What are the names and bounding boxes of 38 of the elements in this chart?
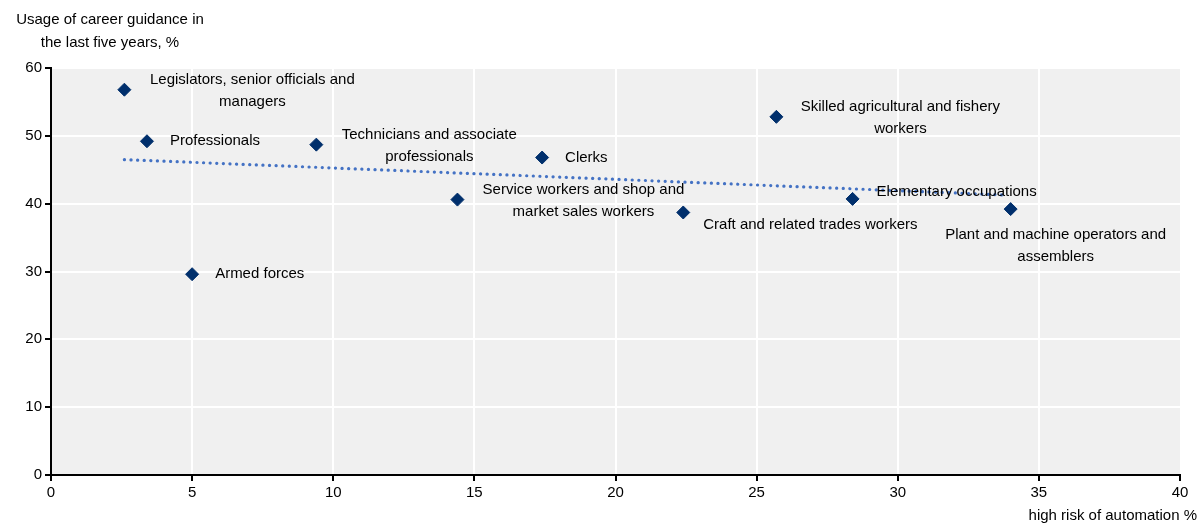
annotation: Craft and related trades workers — [703, 214, 918, 232]
x-tick-label: 40 — [1171, 483, 1189, 501]
annotation: Plant and machine operators and assemblers — [945, 225, 1167, 265]
annotation: Elementary occupations — [876, 182, 1037, 200]
point — [117, 82, 132, 97]
x-tick-label: 5 — [187, 483, 197, 501]
x-tick-label: 15 — [466, 483, 483, 501]
y-tick-label: 50 — [25, 125, 42, 143]
annotation: Clerks — [565, 147, 608, 165]
x-tick-label: 25 — [748, 483, 765, 501]
y-tick-label: 40 — [25, 193, 42, 211]
y-tick-label: 10 — [25, 397, 42, 415]
y-tick-label: 30 — [25, 261, 42, 279]
annotation: Service workers and shop and market sales workers — [482, 179, 685, 219]
point — [769, 109, 784, 124]
annotation: Armed forces — [215, 264, 305, 282]
x-axis-title: high risk of automation % — [1028, 506, 1197, 524]
y-tick-label: 0 — [33, 465, 42, 483]
point — [845, 191, 860, 206]
annotation: Skilled agricultural and fishery workers — [800, 96, 1001, 136]
x-tick-label: 0 — [46, 483, 56, 501]
point — [139, 134, 154, 149]
y-tick-label: 20 — [25, 329, 42, 347]
annotation: Technicians and associate professionals — [341, 124, 517, 164]
x-tick-label: 10 — [324, 483, 342, 501]
x-tick-label: 20 — [607, 483, 624, 501]
point — [185, 267, 200, 282]
point — [535, 150, 550, 165]
x-tick-label: 35 — [1030, 483, 1048, 501]
x-tick-label: 30 — [889, 483, 907, 501]
annotation: Professionals — [169, 131, 261, 149]
y-axis-title: Usage of career guidance in the last five years, % — [16, 10, 204, 51]
point — [1003, 202, 1018, 217]
y-tick-label: 60 — [25, 58, 42, 76]
point — [676, 205, 691, 220]
point — [450, 192, 465, 207]
point — [309, 137, 324, 152]
annotation: Legislators, senior officials and managers — [149, 69, 355, 109]
